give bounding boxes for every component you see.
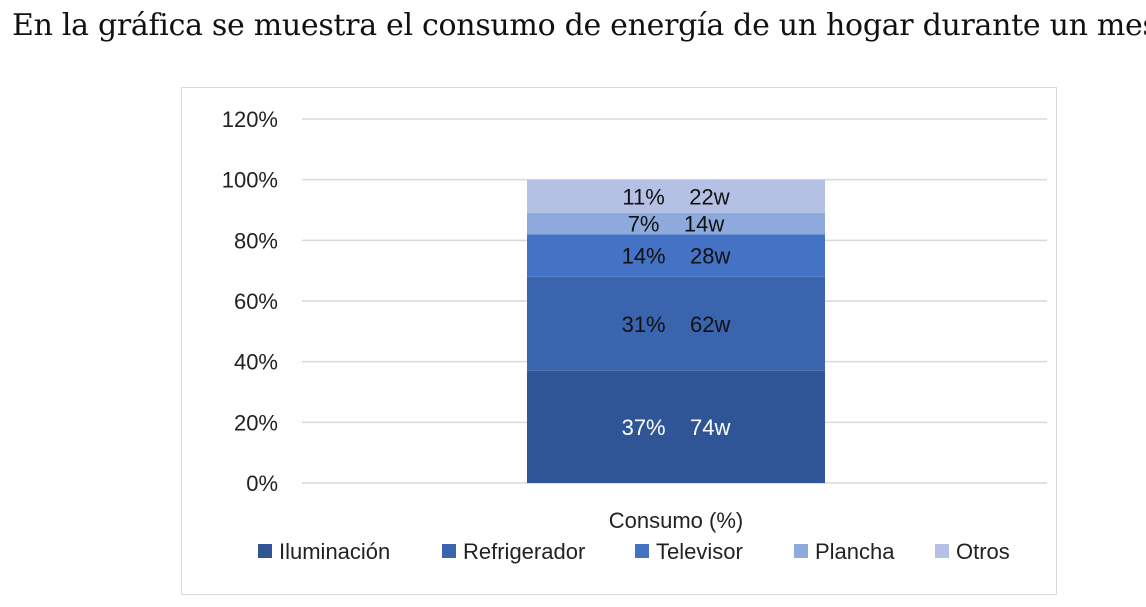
legend-item-label: Otros (956, 539, 1010, 564)
stacked-bar-chart: 0% 20% 40% 60% 80% 100% 120% 37% 74w 31% 62w 14%… (222, 107, 1047, 564)
chart-frame: 0% 20% 40% 60% 80% 100% 120% 37% 74w 31% 62w 14%… (181, 87, 1057, 595)
legend-item-label: Plancha (815, 539, 895, 564)
data-label: 31% 62w (622, 312, 731, 337)
y-tick-label: 60% (234, 289, 278, 314)
data-label: 37% 74w (622, 415, 731, 440)
legend-swatch (935, 544, 949, 558)
y-tick-label: 80% (234, 228, 278, 253)
bar-stack (527, 179, 825, 483)
bar-segment (527, 213, 825, 235)
legend-item-label: Refrigerador (463, 539, 585, 564)
legend-swatch (258, 544, 272, 558)
legend: Iluminación Refrigerador Televisor Plancha O… (258, 539, 1010, 564)
bar-segment (527, 179, 825, 214)
y-axis-ticks: 0% 20% 40% 60% 80% 100% 120% (222, 107, 278, 496)
legend-item-label: Iluminación (279, 539, 390, 564)
bar-segment (527, 370, 825, 483)
legend-item-label: Televisor (656, 539, 743, 564)
y-tick-label: 0% (246, 471, 278, 496)
legend-swatch (635, 544, 649, 558)
legend-swatch (442, 544, 456, 558)
bar-segment (527, 234, 825, 277)
legend-swatch (794, 544, 808, 558)
y-tick-label: 20% (234, 410, 278, 435)
data-label: 7% 14w (628, 212, 725, 237)
bar-segment (527, 276, 825, 371)
data-label: 14% 28w (622, 244, 731, 269)
data-label: 11% 22w (622, 184, 729, 209)
intro-text: En la gráfica se muestra el consumo de e… (12, 8, 1146, 43)
y-tick-label: 40% (234, 350, 278, 375)
x-axis-label: Consumo (%) (609, 508, 743, 533)
y-tick-label: 120% (222, 107, 278, 132)
data-labels: 37% 74w 31% 62w 14% 28w 7% 14w 11% 22w (622, 184, 731, 440)
y-tick-label: 100% (222, 168, 278, 193)
